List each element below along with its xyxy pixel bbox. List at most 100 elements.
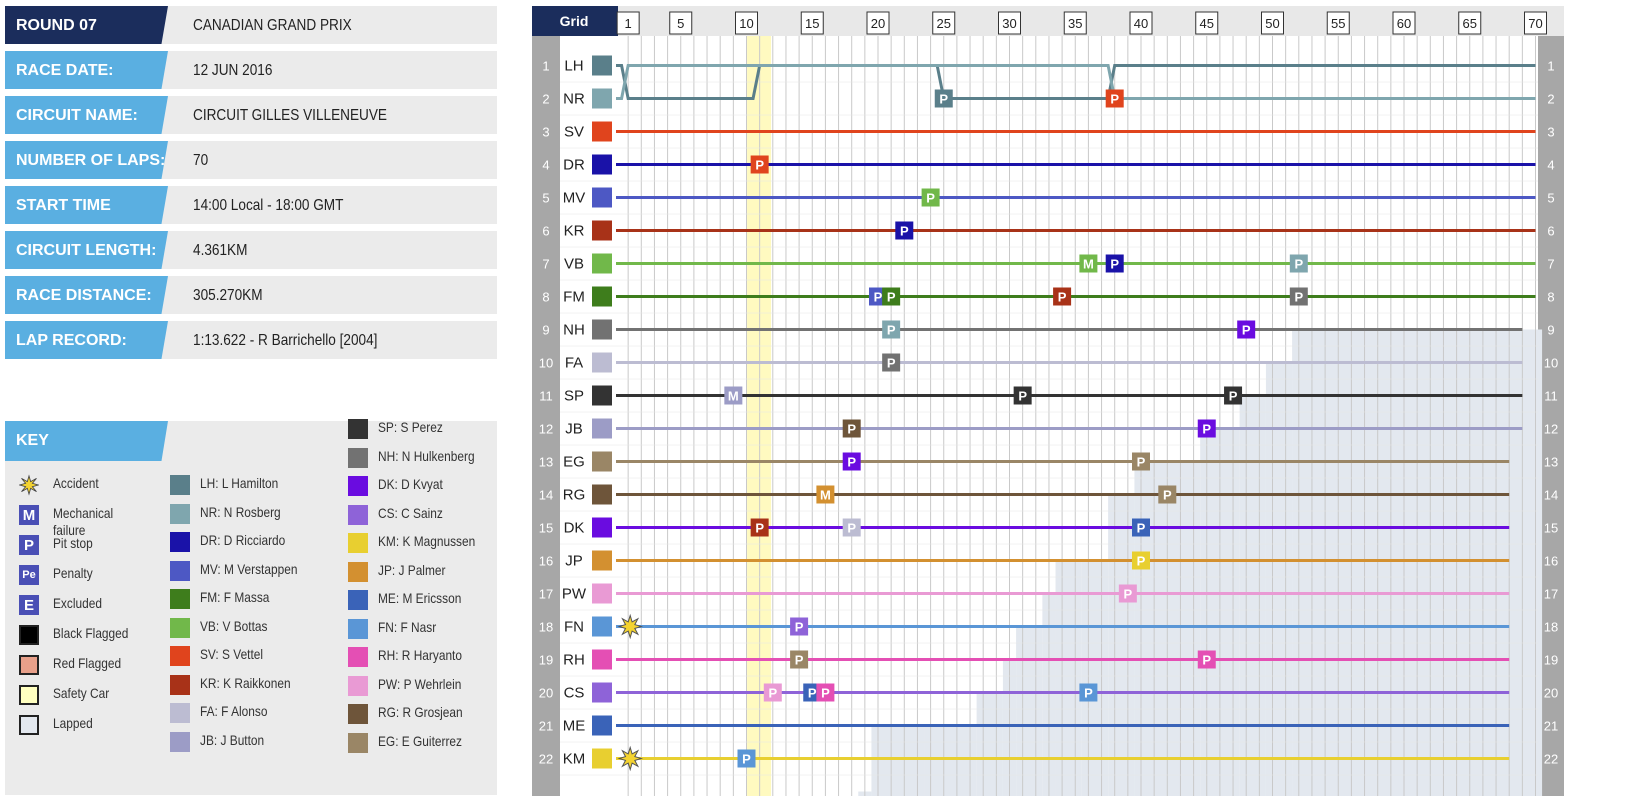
pit-stop-marker xyxy=(882,353,901,372)
pit-stop-marker xyxy=(790,650,809,669)
mechanical-failure-marker xyxy=(724,386,743,405)
position-label-right: 1 xyxy=(1547,59,1554,74)
lap-tick-label: 20 xyxy=(871,16,885,31)
driver-key-label: RG: R Grosjean xyxy=(378,704,463,720)
lap-tick-label: 50 xyxy=(1265,16,1279,31)
driver-color-swatch xyxy=(348,561,368,582)
event-marker-label: P xyxy=(1084,686,1093,701)
position-label-right: 15 xyxy=(1544,521,1558,536)
info-row: RACE DATE: 12 JUN 2016 xyxy=(5,51,497,89)
key-item: Safety Car xyxy=(19,685,119,705)
driver-trace-nr xyxy=(616,64,1536,100)
driver-color-swatch xyxy=(348,504,368,525)
yellow-square-icon xyxy=(19,685,39,705)
position-label-left: 20 xyxy=(539,686,553,701)
pit-stop-marker xyxy=(763,683,782,702)
key-label: Black Flagged xyxy=(53,625,129,641)
position-label-left: 5 xyxy=(542,191,549,206)
position-label-left: 19 xyxy=(539,653,553,668)
event-marker-label: M xyxy=(728,389,739,404)
lap-tick-label: 45 xyxy=(1200,16,1214,31)
lap-tick-box xyxy=(669,11,693,35)
event-marker-label: P xyxy=(887,290,896,305)
lap-tick-label: 5 xyxy=(677,16,684,31)
event-marker-label: P xyxy=(755,521,764,536)
position-label-right: 21 xyxy=(1544,719,1558,734)
driver-color-swatch xyxy=(348,618,368,639)
pit-stop-marker xyxy=(921,188,940,207)
event-marker-label: P xyxy=(1294,290,1303,305)
info-value: CIRCUIT GILLES VILLENEUVE xyxy=(193,107,387,124)
lap-tick-label: 60 xyxy=(1397,16,1411,31)
position-label-right: 5 xyxy=(1547,191,1554,206)
driver-color-swatch xyxy=(170,560,190,581)
grid-driver-swatch xyxy=(592,121,612,142)
info-row: START TIME 14:00 Local - 18:00 GMT xyxy=(5,186,497,224)
driver-key-label: DR: D Ricciardo xyxy=(200,532,286,548)
event-marker-label: P xyxy=(1124,587,1133,602)
grid-driver-swatch xyxy=(592,154,612,175)
position-label-left: 10 xyxy=(539,356,553,371)
driver-key-label: VB: V Bottas xyxy=(200,617,268,634)
event-marker-label: P xyxy=(1202,653,1211,668)
lapped-region xyxy=(924,725,977,796)
pit-stop-marker xyxy=(882,320,901,339)
position-label-left: 6 xyxy=(542,224,549,239)
driver-key-item: DK: D Kvyat xyxy=(348,476,454,496)
info-label: CIRCUIT LENGTH: xyxy=(5,231,168,269)
key-label: Accident xyxy=(53,475,99,491)
pit-stop-marker xyxy=(1105,254,1124,273)
key-item: Lapped xyxy=(19,715,100,735)
position-label-right: 17 xyxy=(1544,587,1558,602)
grid-driver-code: KR xyxy=(564,223,585,240)
event-marker-label: P xyxy=(1137,521,1146,536)
event-marker-label: P xyxy=(1229,389,1238,404)
position-label-left: 14 xyxy=(539,488,553,503)
info-value: 4.361KM xyxy=(193,242,248,259)
key-item: Pe Penalty xyxy=(19,565,100,585)
key-title: KEY xyxy=(5,421,168,461)
info-value: 12 JUN 2016 xyxy=(193,62,273,79)
position-label-right: 7 xyxy=(1547,257,1554,272)
lapped-region xyxy=(1016,626,1043,796)
accident-marker xyxy=(617,745,643,772)
lap-tick-label: 15 xyxy=(805,16,819,31)
race-position-chart: Grid 1 5 10 15 20 25 30 35 40 45 50 55 60 65 701 12 23 34 4… xyxy=(530,0,1640,802)
grid-driver-swatch xyxy=(592,715,612,736)
pit-stop-marker xyxy=(1289,254,1308,273)
key-label: Lapped xyxy=(53,715,93,731)
pit-stop-marker xyxy=(750,518,769,537)
driver-key-item: KR: K Raikkonen xyxy=(170,674,307,695)
driver-key-label: SP: S Perez xyxy=(378,419,443,435)
lap-tick-box xyxy=(998,11,1021,35)
pit-stop-marker xyxy=(1118,584,1137,603)
grid-driver-code: LH xyxy=(564,58,583,75)
info-value: 1:13.622 - R Barrichello [2004] xyxy=(193,332,378,349)
accident-marker xyxy=(617,613,643,640)
position-label-left: 4 xyxy=(542,158,549,173)
lap-tick-label: 40 xyxy=(1134,16,1148,31)
pit-stop-icon: P xyxy=(19,535,39,555)
position-label-right: 3 xyxy=(1547,125,1554,140)
event-marker-label: P xyxy=(1018,389,1027,404)
event-marker-label: P xyxy=(808,686,817,701)
driver-key-label: JP: J Palmer xyxy=(378,561,446,578)
event-marker-label: P xyxy=(874,290,883,305)
position-label-right: 8 xyxy=(1547,290,1554,305)
red-square-icon xyxy=(19,655,39,675)
grid-driver-code: DK xyxy=(564,520,585,537)
grid-driver-swatch xyxy=(592,616,612,637)
driver-key-label: PW: P Wehrlein xyxy=(378,675,462,692)
grid-driver-code: MV xyxy=(563,190,586,207)
event-marker-label: P xyxy=(887,356,896,371)
driver-key-item: RH: R Haryanto xyxy=(348,647,477,667)
position-label-left: 21 xyxy=(539,719,553,734)
info-value: 305.270KM xyxy=(193,287,263,304)
pit-stop-marker xyxy=(1132,551,1150,570)
position-label-left: 16 xyxy=(539,554,553,569)
position-label-right: 11 xyxy=(1544,389,1558,404)
driver-color-swatch xyxy=(348,419,368,439)
race-info-panel: ROUND 07 CANADIAN GRAND PRIX RACE DATE: 12 … xyxy=(5,6,497,366)
driver-key-item: RG: R Grosjean xyxy=(348,704,478,724)
position-label-right: 13 xyxy=(1544,455,1558,470)
